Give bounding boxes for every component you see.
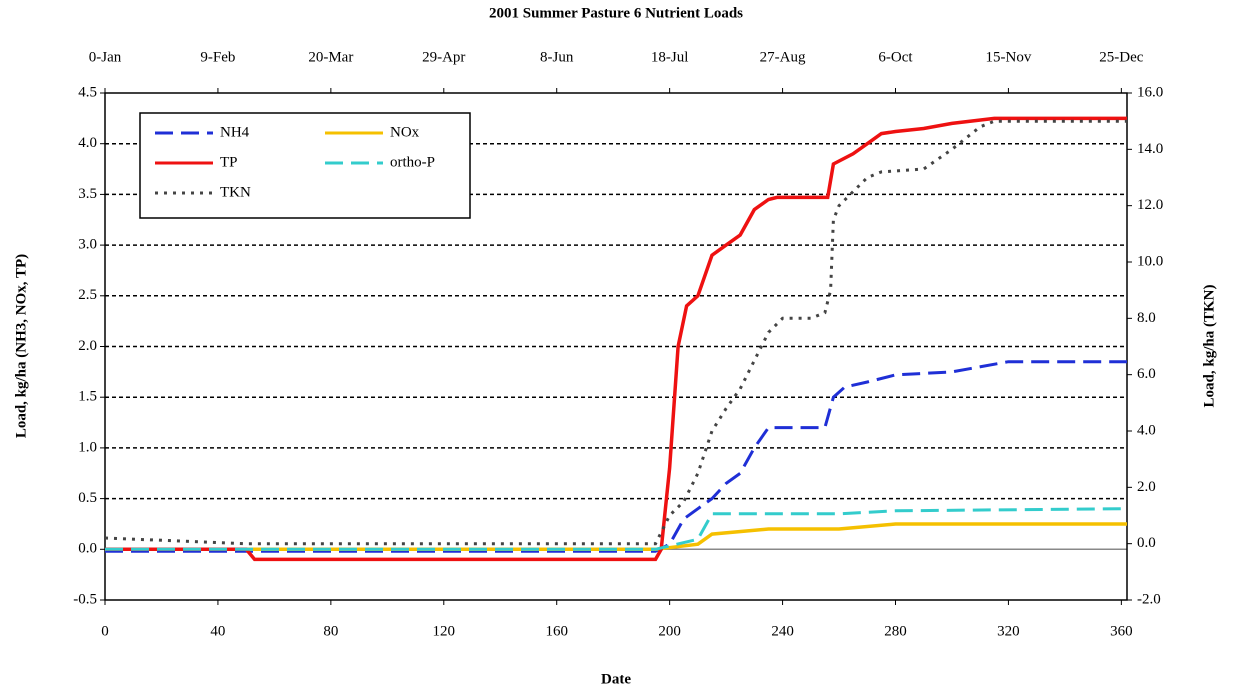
y-tick-label: 2.5: [78, 287, 97, 303]
x2-tick-label: 6-Oct: [878, 49, 913, 65]
y2-tick-label: 4.0: [1137, 422, 1156, 438]
x2-tick-label: 9-Feb: [200, 49, 235, 65]
y-tick-label: 4.0: [78, 135, 97, 151]
x-tick-label: 280: [884, 623, 907, 639]
legend-label: TP: [220, 154, 238, 170]
x-tick-label: 360: [1110, 623, 1133, 639]
legend-box: [139, 112, 471, 219]
x-tick-label: 240: [771, 623, 794, 639]
x-tick-label: 320: [997, 623, 1020, 639]
y-tick-label: 2.0: [78, 338, 97, 354]
x2-tick-label: 20-Mar: [308, 49, 353, 65]
series-line: [105, 507, 1128, 551]
y2-tick-label: 2.0: [1137, 479, 1156, 495]
y-tick-label: 0.0: [78, 541, 97, 557]
y-tick-label: -0.5: [73, 591, 97, 607]
legend-label: TKN: [220, 184, 251, 200]
x-tick-label: 0: [101, 623, 109, 639]
y-axis-label: Load, kg/ha (NH3, NOx, TP): [13, 254, 29, 438]
x-tick-label: 160: [545, 623, 568, 639]
series-line: [105, 116, 1127, 562]
x-axis-label: Date: [601, 671, 631, 687]
y-tick-label: 3.0: [78, 237, 97, 253]
legend-label: NOx: [390, 124, 420, 140]
x-tick-label: 120: [433, 623, 456, 639]
x-tick-label: 80: [323, 623, 338, 639]
y-tick-label: 4.5: [78, 84, 97, 100]
x2-tick-label: 15-Nov: [986, 49, 1032, 65]
y-tick-label: 3.5: [78, 186, 97, 202]
x2-tick-label: 8-Jun: [540, 49, 574, 65]
y-tick-label: 1.0: [78, 439, 97, 455]
legend-label: NH4: [220, 124, 250, 140]
x2-tick-label: 0-Jan: [89, 49, 122, 65]
x2-tick-label: 25-Dec: [1099, 49, 1143, 65]
x2-tick-label: 29-Apr: [422, 49, 465, 65]
x2-tick-label: 18-Jul: [651, 49, 689, 65]
y2-axis-label: Load, kg/ha (TKN): [1201, 285, 1217, 408]
y2-tick-label: 8.0: [1137, 310, 1156, 326]
x-tick-label: 200: [658, 623, 681, 639]
y-tick-label: 0.5: [78, 490, 97, 506]
y2-tick-label: 16.0: [1137, 84, 1163, 100]
y2-tick-label: 0.0: [1137, 535, 1156, 551]
y-tick-label: 1.5: [78, 389, 97, 405]
plot-frame: [104, 92, 1128, 601]
x2-tick-label: 27-Aug: [760, 49, 806, 65]
series-line: [105, 522, 1127, 552]
y2-tick-label: 10.0: [1137, 253, 1163, 269]
chart-title: 2001 Summer Pasture 6 Nutrient Loads: [489, 5, 743, 21]
y2-tick-label: -2.0: [1137, 591, 1161, 607]
y2-tick-label: 14.0: [1137, 141, 1163, 157]
y2-tick-label: 6.0: [1137, 366, 1156, 382]
y2-tick-label: 12.0: [1137, 197, 1163, 213]
legend-label: ortho-P: [390, 154, 435, 170]
x-tick-label: 40: [210, 623, 225, 639]
